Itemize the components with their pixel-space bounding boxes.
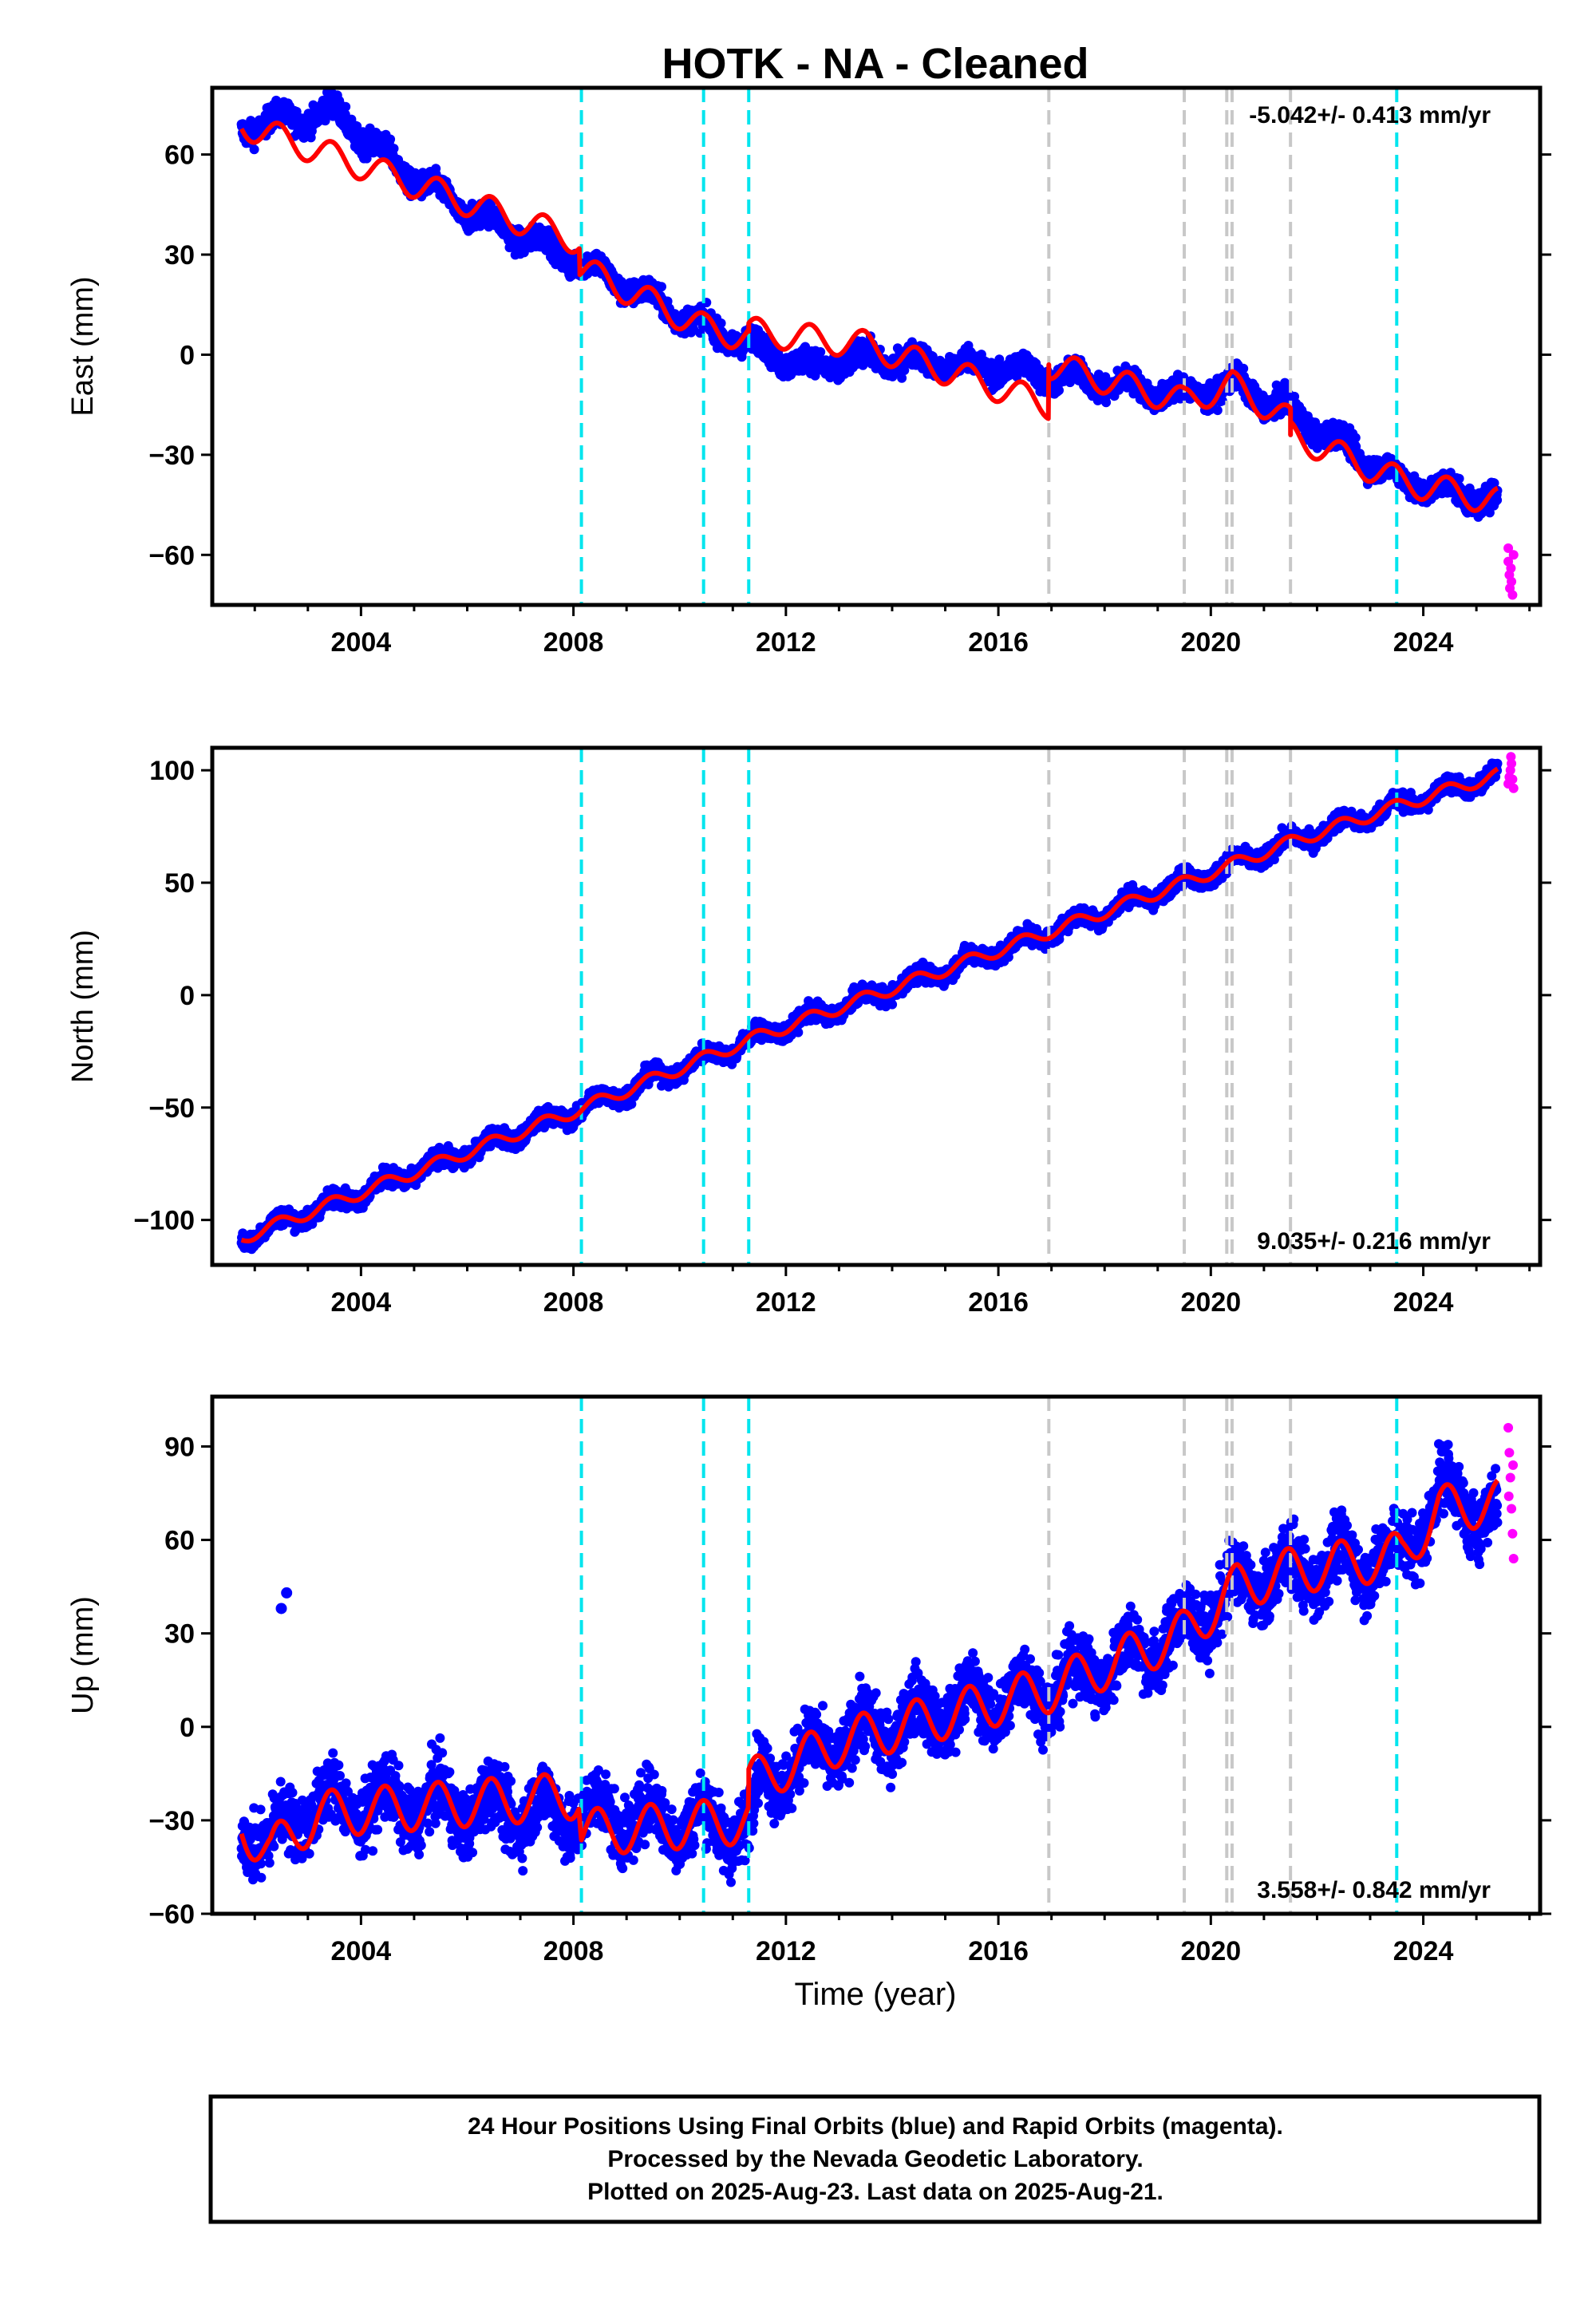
final-orbit-point xyxy=(389,144,399,154)
y-tick-label: 30 xyxy=(164,240,195,271)
plot-area xyxy=(236,88,1519,605)
east-panel: 60 30 0 −30 −60 2004 2008 2012 2016 2020 2024 East … xyxy=(66,85,1551,658)
y-tick-label: 60 xyxy=(164,140,195,171)
rapid-orbit-point xyxy=(1506,563,1516,574)
final-orbit-point xyxy=(249,144,259,155)
x-tick-label: 2020 xyxy=(1181,627,1242,658)
final-orbit-point xyxy=(657,282,666,292)
final-orbit-point xyxy=(810,370,820,381)
final-orbit-point xyxy=(816,347,826,357)
figure-title: HOTK - NA - Cleaned xyxy=(662,40,1088,88)
rapid-orbit-point xyxy=(1507,576,1517,587)
x-tick-label: 2008 xyxy=(543,627,604,658)
y-tick-label: −60 xyxy=(148,540,195,571)
final-orbit-point xyxy=(1212,405,1223,416)
y-tick-label: 0 xyxy=(180,340,195,370)
final-orbit-point xyxy=(1350,433,1361,443)
velocity-label: -5.042+/- 0.413 mm/yr xyxy=(1249,102,1491,128)
final-orbit-points xyxy=(236,758,1503,1255)
plot-area xyxy=(236,748,1519,1265)
final-orbit-point xyxy=(1492,495,1503,505)
model-fit-line xyxy=(239,121,1499,513)
x-tick-label: 2016 xyxy=(968,627,1029,658)
final-orbit-point xyxy=(897,373,907,383)
y-axis-label: East (mm) xyxy=(66,276,100,416)
final-orbit-point xyxy=(1101,397,1112,408)
final-orbit-point xyxy=(385,134,396,144)
x-tick-label: 2004 xyxy=(331,627,392,658)
rapid-orbit-point xyxy=(1508,550,1519,560)
x-tick-label: 2012 xyxy=(756,627,816,658)
final-orbit-point xyxy=(341,101,351,112)
final-orbit-point xyxy=(716,318,726,328)
final-orbit-point xyxy=(662,296,673,306)
y-tick-label: −30 xyxy=(148,441,195,471)
rapid-orbit-point xyxy=(1507,590,1518,600)
x-tick-label: 2024 xyxy=(1393,627,1454,658)
